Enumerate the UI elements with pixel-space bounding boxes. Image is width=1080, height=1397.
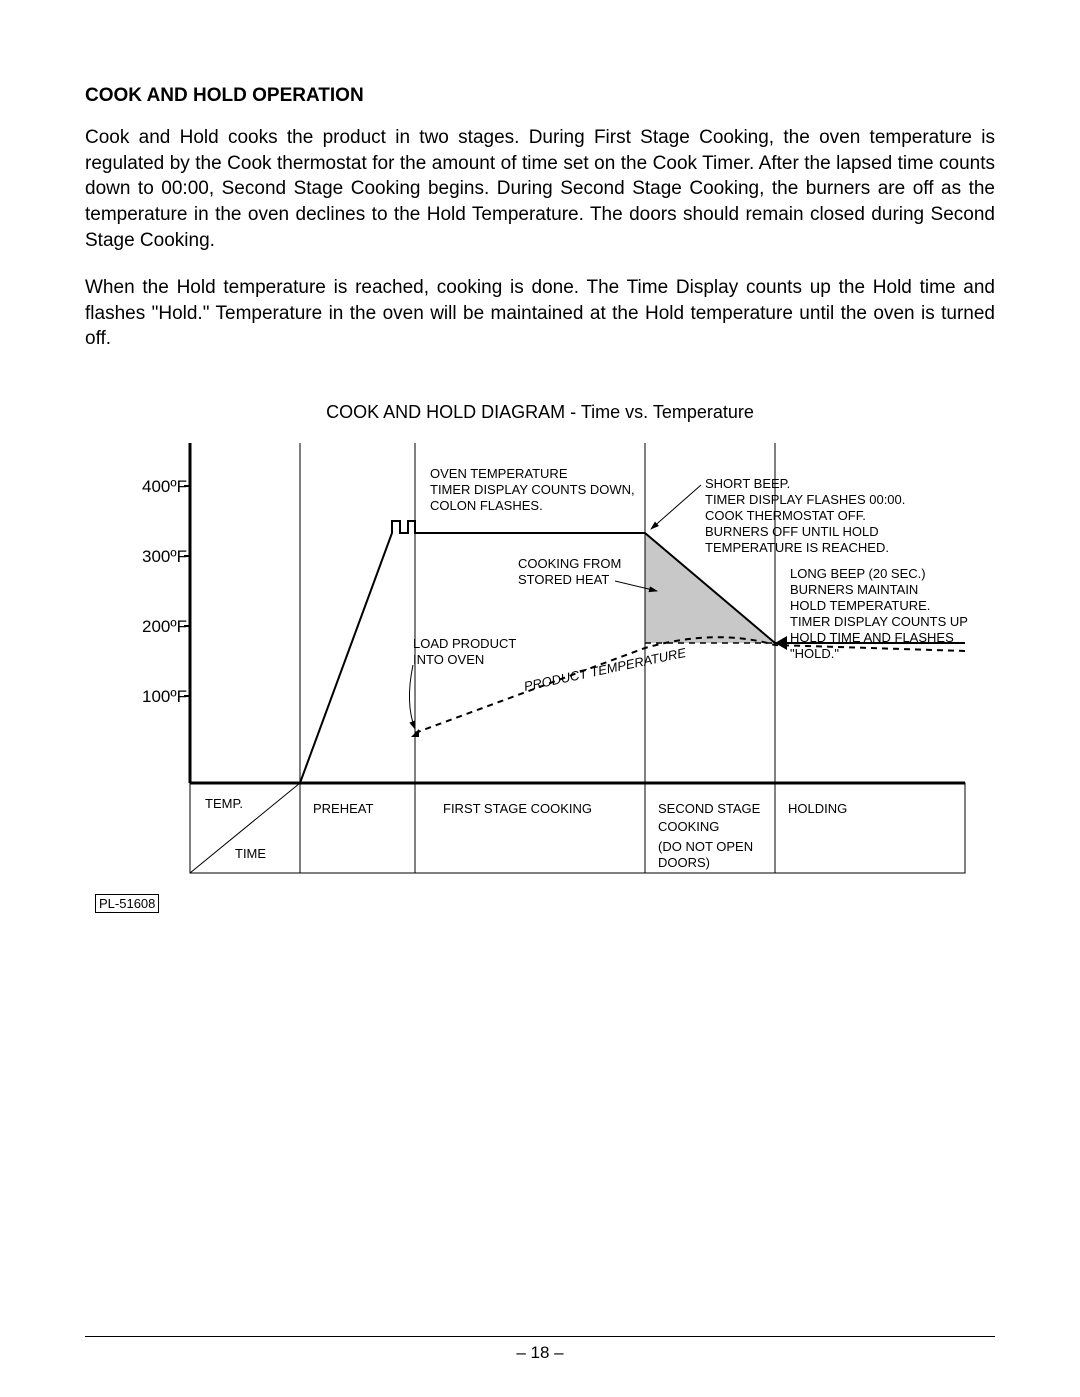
svg-text:STORED HEAT: STORED HEAT <box>518 572 609 587</box>
svg-text:TIMER DISPLAY COUNTS UP: TIMER DISPLAY COUNTS UP <box>790 614 968 629</box>
cook-hold-chart: COOK AND HOLD DIAGRAM - Time vs. Tempera… <box>95 402 985 913</box>
svg-text:TIMER DISPLAY FLASHES 00:00.: TIMER DISPLAY FLASHES 00:00. <box>705 492 905 507</box>
page-number: – 18 – <box>0 1343 1080 1363</box>
pl-number-box: PL-51608 <box>95 894 159 913</box>
svg-text:200ºF: 200ºF <box>142 617 187 636</box>
svg-text:(DO NOT OPEN: (DO NOT OPEN <box>658 839 753 854</box>
svg-text:HOLDING: HOLDING <box>788 801 847 816</box>
svg-text:400ºF: 400ºF <box>142 477 187 496</box>
svg-text:300ºF: 300ºF <box>142 547 187 566</box>
svg-text:PRODUCT TEMPERATURE: PRODUCT TEMPERATURE <box>523 645 688 694</box>
svg-text:FIRST STAGE COOKING: FIRST STAGE COOKING <box>443 801 592 816</box>
svg-text:TEMP.: TEMP. <box>205 796 243 811</box>
svg-text:"HOLD.": "HOLD." <box>790 646 839 661</box>
svg-text:DOORS): DOORS) <box>658 855 710 870</box>
svg-text:HOLD TIME AND FLASHES: HOLD TIME AND FLASHES <box>790 630 954 645</box>
svg-text:COOK THERMOSTAT OFF.: COOK THERMOSTAT OFF. <box>705 508 866 523</box>
svg-text:INTO OVEN: INTO OVEN <box>413 652 484 667</box>
svg-text:TIMER DISPLAY COUNTS DOWN,: TIMER DISPLAY COUNTS DOWN, <box>430 482 635 497</box>
svg-text:OVEN TEMPERATURE: OVEN TEMPERATURE <box>430 466 568 481</box>
svg-text:LOAD PRODUCT: LOAD PRODUCT <box>413 636 516 651</box>
svg-text:SHORT BEEP.: SHORT BEEP. <box>705 476 790 491</box>
svg-text:PREHEAT: PREHEAT <box>313 801 373 816</box>
svg-text:TEMPERATURE IS REACHED.: TEMPERATURE IS REACHED. <box>705 540 889 555</box>
svg-text:BURNERS MAINTAIN: BURNERS MAINTAIN <box>790 582 918 597</box>
chart-svg: 400ºF 300ºF 200ºF 100ºF TEMP. TIME PREHEAT FIRS… <box>95 433 985 883</box>
svg-text:COOKING FROM: COOKING FROM <box>518 556 621 571</box>
svg-text:COOKING: COOKING <box>658 819 719 834</box>
footer-rule <box>85 1336 995 1337</box>
section-heading: COOK AND HOLD OPERATION <box>85 85 995 107</box>
svg-text:COLON FLASHES.: COLON FLASHES. <box>430 498 543 513</box>
svg-text:SECOND STAGE: SECOND STAGE <box>658 801 761 816</box>
paragraph-1: Cook and Hold cooks the product in two s… <box>85 125 995 253</box>
paragraph-2: When the Hold temperature is reached, co… <box>85 275 995 352</box>
svg-text:LONG BEEP (20 SEC.): LONG BEEP (20 SEC.) <box>790 566 926 581</box>
svg-text:100ºF: 100ºF <box>142 687 187 706</box>
chart-title: COOK AND HOLD DIAGRAM - Time vs. Tempera… <box>95 402 985 423</box>
svg-text:TIME: TIME <box>235 846 266 861</box>
svg-text:BURNERS OFF UNTIL HOLD: BURNERS OFF UNTIL HOLD <box>705 524 879 539</box>
svg-text:HOLD TEMPERATURE.: HOLD TEMPERATURE. <box>790 598 930 613</box>
